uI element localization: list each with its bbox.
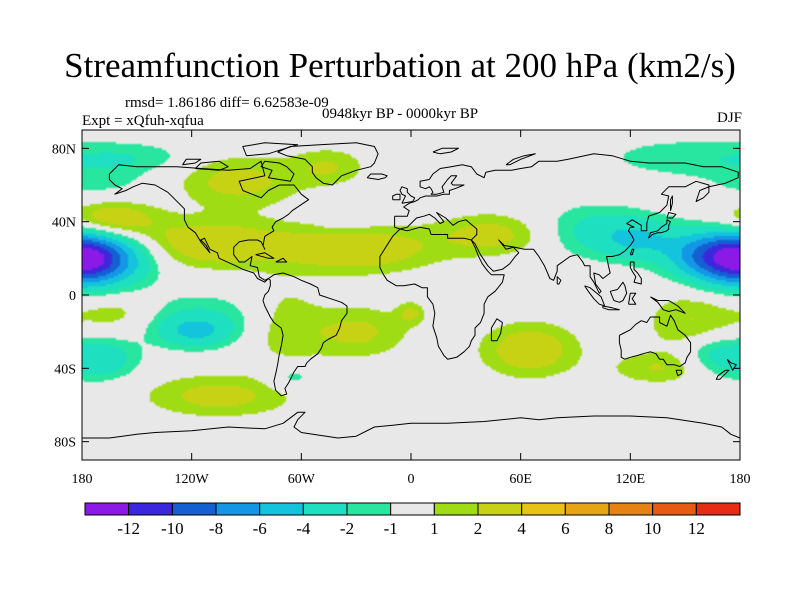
colorbar-label: -10 <box>161 519 184 538</box>
colorbar-label: -2 <box>340 519 354 538</box>
map-area: 180 120W 60W 0 60E 120E 180 80N 40N 0 40S 80S <box>52 129 751 487</box>
colorbar-label: 10 <box>644 519 661 538</box>
colorbar-swatch <box>302 502 348 516</box>
coastline-victoria <box>194 160 229 171</box>
coastline-novaya-zemlya <box>505 153 536 166</box>
coastline-antarctica <box>82 411 741 439</box>
coastline-new-zealand-north <box>726 358 737 371</box>
coastline-new-guinea <box>650 296 686 314</box>
coastline-philippines <box>629 261 642 285</box>
streamfunction-field <box>82 130 740 460</box>
x-tick-label: 60W <box>288 472 316 487</box>
y-tick-label: 0 <box>69 289 76 304</box>
x-tick-label: 180 <box>730 472 751 487</box>
x-tick-label: 0 <box>408 472 415 487</box>
colorbar-swatch <box>171 502 217 516</box>
coastline-svalbard <box>432 147 459 155</box>
colorbar-swatch <box>259 502 304 516</box>
colorbar-label: -12 <box>117 519 140 538</box>
coastline-sulawesi <box>628 292 637 305</box>
coastline-new-zealand-south <box>715 369 730 380</box>
coastline-africa <box>379 226 505 360</box>
colorbar: -12 -10 -8 -6 -4 -2 -1 1 2 4 6 8 10 12 <box>84 502 741 538</box>
colorbar-swatch <box>564 502 610 516</box>
colorbar-swatch <box>652 502 697 516</box>
colorbar-swatch <box>477 502 523 516</box>
season-label: DJF <box>716 110 742 126</box>
y-tick-label: 80N <box>52 142 76 157</box>
coastline-baffin <box>260 160 295 182</box>
colorbar-label: 6 <box>561 519 570 538</box>
x-tick-label: 180 <box>72 472 93 487</box>
coastline-australia <box>618 314 692 367</box>
x-tick-label: 120E <box>616 472 646 487</box>
colorbar-swatch <box>128 502 173 516</box>
x-tick-label: 60E <box>509 472 532 487</box>
y-tick-label: 40S <box>54 362 76 377</box>
coastline-sakhalin <box>670 195 673 211</box>
colorbar-label: 8 <box>605 519 614 538</box>
colorbar-swatch <box>215 502 261 516</box>
colorbar-label: 12 <box>688 519 705 538</box>
coastline-great-britain <box>399 186 416 204</box>
axis-ticks: 180 120W 60W 0 60E 120E 180 80N 40N 0 40S 80S <box>52 130 751 487</box>
y-tick-label: 40N <box>52 216 76 231</box>
coastline-banks <box>182 158 202 166</box>
y-tick-label: 80S <box>54 436 76 451</box>
coastline-sri-lanka <box>556 276 562 285</box>
coastline-japan <box>648 219 671 239</box>
colorbar-swatch <box>346 502 392 516</box>
coastline-north-america <box>108 160 310 283</box>
period-label: 0948kyr BP - 0000kyr BP <box>322 106 479 122</box>
colorbar-swatch <box>608 502 654 516</box>
coastline-ellesmere <box>242 142 299 157</box>
experiment-label: Expt = xQfuh-xqfua <box>82 113 204 129</box>
coastline-cuba <box>255 252 275 259</box>
coastline-hispaniola <box>275 257 288 263</box>
coastline-hokkaido <box>666 212 677 219</box>
coastline-taiwan <box>629 248 635 256</box>
coastline-tasmania <box>675 369 682 377</box>
colorbar-swatch <box>521 502 566 516</box>
x-tick-label: 120W <box>175 472 210 487</box>
colorbar-label: 4 <box>517 519 526 538</box>
colorbar-swatch <box>390 502 435 516</box>
coastline-eurasia <box>394 153 739 294</box>
colorbar-label: 2 <box>474 519 483 538</box>
stats-text: rmsd= 1.86186 diff= 6.62583e-09 <box>125 95 329 111</box>
colorbar-label: -4 <box>296 519 311 538</box>
coastline-sumatra <box>584 285 606 307</box>
colorbar-label: -1 <box>384 519 398 538</box>
coastline-borneo <box>609 281 628 303</box>
colorbar-swatch <box>84 502 130 516</box>
coastline-iceland <box>366 173 388 180</box>
coastline-java <box>602 305 620 311</box>
coastline-madagascar <box>490 318 503 342</box>
colorbar-label: -8 <box>209 519 223 538</box>
colorbar-label: -6 <box>253 519 267 538</box>
coastlines <box>82 142 741 439</box>
chart-title: Streamfunction Perturbation at 200 hPa (… <box>64 46 736 85</box>
coastline-greenland <box>277 142 379 186</box>
colorbar-label: 1 <box>430 519 439 538</box>
colorbar-swatch <box>695 502 741 516</box>
coastline-south-america <box>262 272 348 397</box>
coastline-ireland <box>392 193 401 201</box>
colorbar-swatch <box>433 502 479 516</box>
